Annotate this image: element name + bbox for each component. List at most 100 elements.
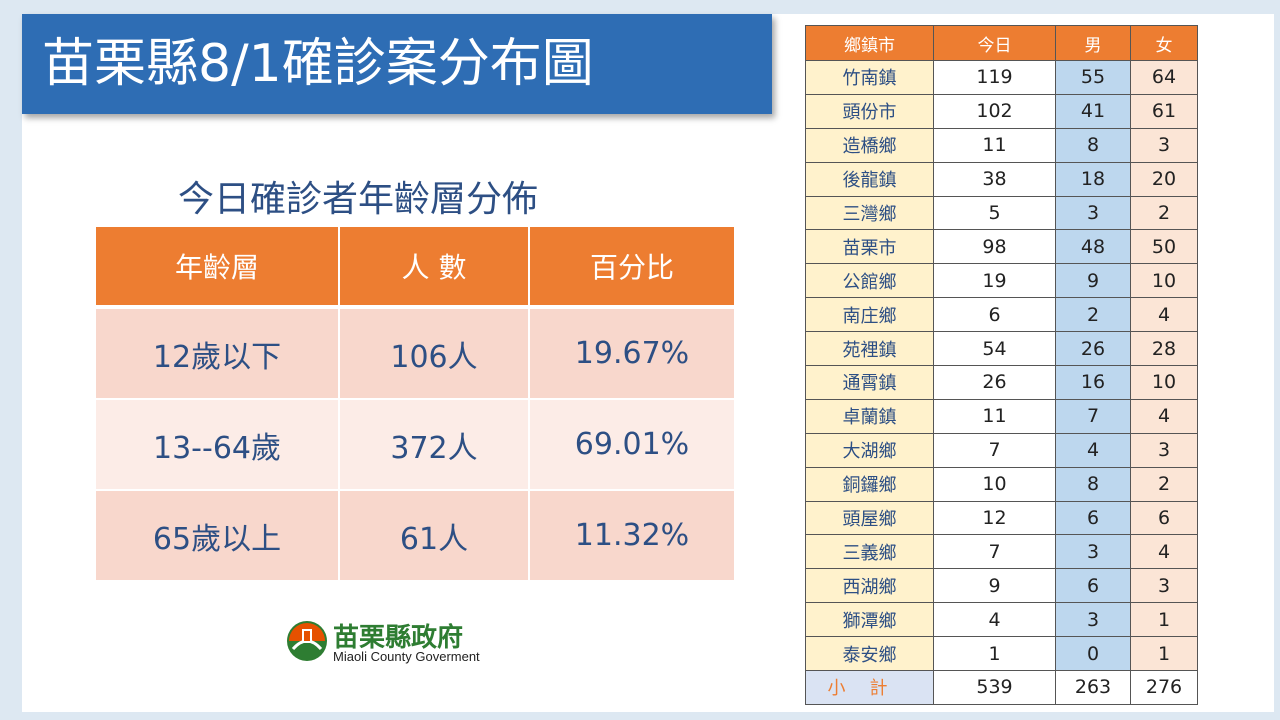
town-header-male: 男 — [1055, 25, 1131, 61]
title-bar: 苗栗縣8/1確診案分布圖 — [22, 14, 772, 114]
age-header-count: 人 數 — [339, 227, 530, 309]
town-female-cell: 28 — [1130, 331, 1198, 367]
town-header-female: 女 — [1130, 25, 1198, 61]
town-female-cell: 3 — [1130, 568, 1198, 604]
table-row: 西湖鄉 9 6 3 — [805, 568, 1198, 604]
town-name-cell: 頭份市 — [805, 93, 934, 129]
town-female-cell: 4 — [1130, 297, 1198, 333]
town-today-cell: 9 — [933, 568, 1056, 604]
town-name-cell: 卓蘭鎮 — [805, 398, 934, 434]
town-male-cell: 48 — [1055, 229, 1131, 265]
age-table-subtitle: 今日確診者年齡層分佈 — [178, 179, 539, 220]
town-male-cell: 16 — [1055, 365, 1131, 400]
table-row: 三灣鄉 5 3 2 — [805, 195, 1198, 231]
town-female-cell: 4 — [1130, 398, 1198, 434]
logo-name-chinese: 苗栗縣政府 — [333, 623, 464, 653]
township-cases-table: 鄉鎮市 今日 男 女 竹南鎮 119 55 64 頭份市 102 41 61 造橋鄉 11 8 3… — [805, 25, 1198, 705]
town-today-cell: 11 — [933, 127, 1056, 163]
town-header-name: 鄉鎮市 — [805, 25, 934, 61]
total-row: 小計 539 263 276 — [805, 670, 1198, 705]
total-label-cell: 小計 — [805, 670, 934, 705]
town-today-cell: 5 — [933, 195, 1056, 231]
town-male-cell: 3 — [1055, 195, 1131, 231]
town-male-cell: 8 — [1055, 466, 1131, 502]
county-emblem-icon — [287, 621, 327, 661]
town-today-cell: 12 — [933, 500, 1056, 536]
town-today-cell: 4 — [933, 602, 1056, 638]
town-today-cell: 1 — [933, 636, 1056, 672]
town-female-cell: 6 — [1130, 500, 1198, 536]
town-male-cell: 8 — [1055, 127, 1131, 163]
town-male-cell: 7 — [1055, 398, 1131, 434]
town-today-cell: 98 — [933, 229, 1056, 265]
table-row: 造橋鄉 11 8 3 — [805, 127, 1198, 163]
age-count-cell: 61人 — [339, 490, 530, 582]
town-header-today: 今日 — [933, 25, 1056, 61]
table-row: 三義鄉 7 3 4 — [805, 534, 1198, 570]
age-group-cell: 12歲以下 — [96, 307, 340, 400]
age-percent-cell: 11.32% — [529, 490, 734, 582]
table-row: 後龍鎮 38 18 20 — [805, 161, 1198, 197]
town-male-cell: 4 — [1055, 432, 1131, 468]
age-header-group: 年齡層 — [96, 227, 340, 309]
town-name-cell: 銅鑼鄉 — [805, 466, 934, 502]
town-male-cell: 6 — [1055, 500, 1131, 536]
age-header-percent: 百分比 — [529, 227, 734, 309]
town-today-cell: 102 — [933, 93, 1056, 129]
town-name-cell: 竹南鎮 — [805, 60, 934, 95]
table-row: 頭份市 102 41 61 — [805, 93, 1198, 129]
town-female-cell: 4 — [1130, 534, 1198, 570]
town-female-cell: 3 — [1130, 127, 1198, 163]
age-table-header-row: 年齡層 人 數 百分比 — [96, 227, 734, 309]
town-female-cell: 20 — [1130, 161, 1198, 197]
age-percent-cell: 69.01% — [529, 399, 734, 491]
town-name-cell: 後龍鎮 — [805, 161, 934, 197]
table-row: 苑裡鎮 54 26 28 — [805, 331, 1198, 367]
town-name-cell: 苑裡鎮 — [805, 331, 934, 367]
town-name-cell: 通霄鎮 — [805, 365, 934, 400]
town-name-cell: 頭屋鄉 — [805, 500, 934, 536]
table-row: 苗栗市 98 48 50 — [805, 229, 1198, 265]
logo-name-english: Miaoli County Goverment — [333, 649, 480, 664]
town-name-cell: 南庄鄉 — [805, 297, 934, 333]
table-row: 南庄鄉 6 2 4 — [805, 297, 1198, 333]
town-male-cell: 26 — [1055, 331, 1131, 367]
town-name-cell: 苗栗市 — [805, 229, 934, 265]
town-female-cell: 50 — [1130, 229, 1198, 265]
town-female-cell: 1 — [1130, 636, 1198, 672]
town-male-cell: 9 — [1055, 263, 1131, 299]
town-today-cell: 7 — [933, 534, 1056, 570]
town-name-cell: 公館鄉 — [805, 263, 934, 299]
age-group-cell: 65歲以上 — [96, 490, 340, 582]
age-group-cell: 13--64歲 — [96, 399, 340, 491]
age-count-cell: 372人 — [339, 399, 530, 491]
table-row: 大湖鄉 7 4 3 — [805, 432, 1198, 468]
town-male-cell: 3 — [1055, 534, 1131, 570]
town-today-cell: 38 — [933, 161, 1056, 197]
table-row: 13--64歲 372人 69.01% — [96, 399, 734, 491]
town-female-cell: 10 — [1130, 365, 1198, 400]
table-row: 泰安鄉 1 0 1 — [805, 636, 1198, 672]
table-row: 公館鄉 19 9 10 — [805, 263, 1198, 299]
town-name-cell: 泰安鄉 — [805, 636, 934, 672]
county-government-logo: 苗栗縣政府 Miaoli County Goverment — [285, 617, 505, 669]
town-male-cell: 2 — [1055, 297, 1131, 333]
town-male-cell: 0 — [1055, 636, 1131, 672]
page-title: 苗栗縣8/1確診案分布圖 — [42, 34, 594, 94]
town-today-cell: 54 — [933, 331, 1056, 367]
total-male-cell: 263 — [1055, 670, 1131, 705]
table-row: 獅潭鄉 4 3 1 — [805, 602, 1198, 638]
total-today-cell: 539 — [933, 670, 1056, 705]
town-today-cell: 7 — [933, 432, 1056, 468]
town-male-cell: 6 — [1055, 568, 1131, 604]
town-female-cell: 2 — [1130, 195, 1198, 231]
table-row: 通霄鎮 26 16 10 — [805, 365, 1198, 400]
town-female-cell: 10 — [1130, 263, 1198, 299]
age-count-cell: 106人 — [339, 307, 530, 400]
town-name-cell: 三義鄉 — [805, 534, 934, 570]
town-male-cell: 3 — [1055, 602, 1131, 638]
town-name-cell: 獅潭鄉 — [805, 602, 934, 638]
age-distribution-table: 年齡層 人 數 百分比 12歲以下 106人 19.67% 13--64歲 37… — [96, 227, 734, 582]
town-female-cell: 61 — [1130, 93, 1198, 129]
town-today-cell: 10 — [933, 466, 1056, 502]
